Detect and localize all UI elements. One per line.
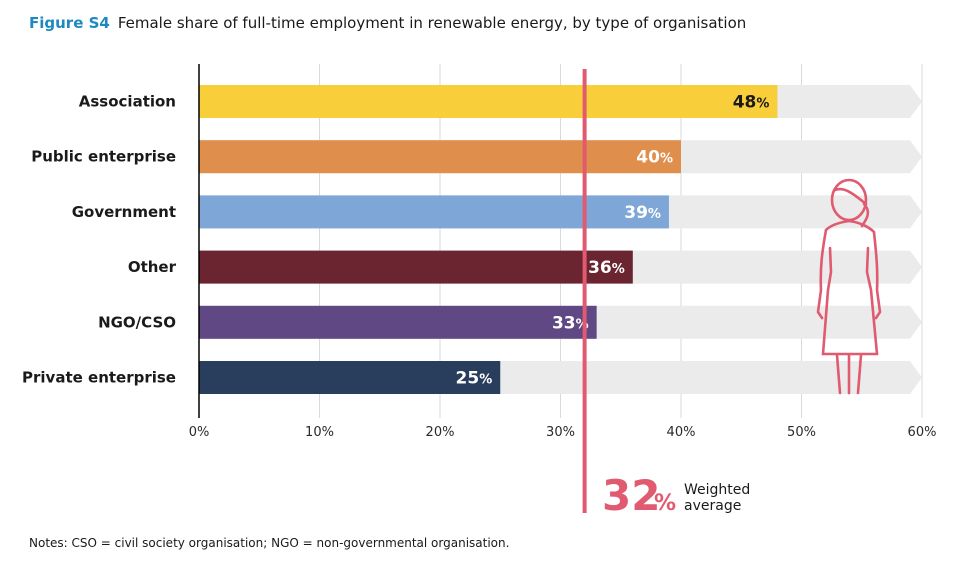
- category-label: Government: [72, 203, 176, 221]
- category-label: NGO/CSO: [98, 313, 176, 331]
- x-tick-label: 0%: [189, 425, 210, 440]
- x-tick-label: 30%: [546, 425, 575, 440]
- bar-public-enterprise: [199, 140, 681, 174]
- gridlines: [319, 64, 923, 418]
- x-axis-ticks: 0% 10% 20% 30% 40% 50% 60%: [189, 425, 937, 440]
- x-tick-label: 20%: [426, 425, 455, 440]
- value-label: 25%: [456, 369, 493, 389]
- value-label: 36%: [588, 258, 625, 278]
- value-label: 39%: [624, 203, 661, 223]
- category-label: Private enterprise: [22, 369, 176, 387]
- weighted-average-value: 32: [602, 471, 660, 520]
- x-tick-label: 10%: [305, 425, 334, 440]
- bars: [199, 85, 778, 394]
- woman-figure-icon: [816, 178, 882, 395]
- category-label: Public enterprise: [31, 148, 176, 166]
- category-labels: Association Public enterprise Government Ot…: [22, 93, 177, 387]
- bar-government: [199, 195, 669, 229]
- value-label: 48%: [733, 93, 770, 113]
- figure-title-text: Female share of full-time employment in …: [117, 14, 747, 32]
- bar-ngo-cso: [199, 305, 597, 339]
- figure-title: Figure S4 Female share of full-time emplo…: [29, 14, 746, 32]
- bar-private-enterprise: [199, 361, 501, 394]
- value-label: 40%: [636, 148, 673, 168]
- weighted-average-label: average: [684, 498, 741, 514]
- figure-label: Figure S4: [29, 14, 110, 32]
- category-label: Other: [128, 258, 177, 276]
- bar-other: [199, 250, 633, 284]
- chart-notes: Notes: CSO = civil society organisation;…: [29, 536, 510, 550]
- value-labels: 48%40%39%36%33%25%: [456, 93, 770, 389]
- category-label: Association: [79, 93, 176, 111]
- x-tick-label: 40%: [667, 425, 696, 440]
- weighted-average-percent: %: [654, 491, 676, 516]
- x-tick-label: 50%: [787, 425, 816, 440]
- x-tick-label: 60%: [908, 425, 937, 440]
- bar-association: [199, 85, 778, 118]
- weighted-average-label: Weighted: [684, 482, 750, 498]
